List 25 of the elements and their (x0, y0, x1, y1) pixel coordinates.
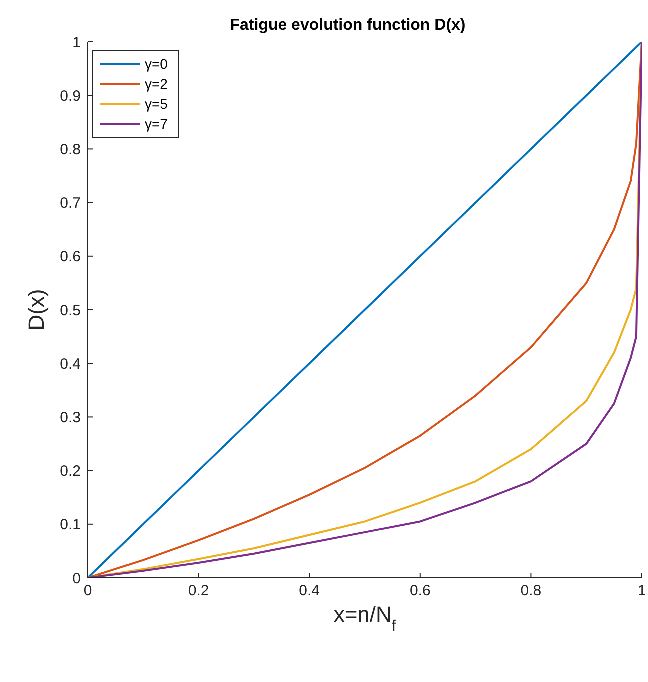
x-axis-title: x=n/N$_{f}$ (334, 602, 397, 634)
y-axis-title: D(x) (24, 289, 49, 331)
y-tick-label: 0 (72, 570, 81, 588)
x-tick-label: 0.2 (188, 582, 210, 600)
x-tick-label: 0.8 (520, 582, 542, 600)
y-tick-label: 1 (72, 34, 81, 52)
x-tick-label: 1 (638, 582, 646, 600)
x-tick-label: 0.6 (410, 582, 431, 600)
legend-label: γ=7 (145, 116, 168, 132)
y-tick-label: 0.7 (60, 195, 81, 212)
y-tick-label: 0.1 (60, 516, 81, 534)
y-tick-label: 0.8 (60, 142, 81, 159)
legend-label: γ=2 (145, 76, 168, 92)
y-tick-label: 0.6 (60, 248, 81, 266)
y-tick-label: 0.2 (60, 463, 81, 480)
y-tick-label: 0.4 (60, 356, 81, 373)
chart-title: Fatigue evolution function D(x) (230, 17, 466, 34)
legend-label: γ=0 (145, 56, 168, 72)
y-tick-label: 0.5 (60, 302, 81, 320)
y-tick-label: 0.3 (60, 410, 81, 427)
x-tick-label: 0.4 (299, 582, 320, 600)
line-series (88, 42, 642, 578)
x-tick-label: 0 (84, 582, 92, 600)
y-tick-label: 0.9 (60, 88, 81, 105)
legend-label: γ=5 (145, 96, 168, 112)
